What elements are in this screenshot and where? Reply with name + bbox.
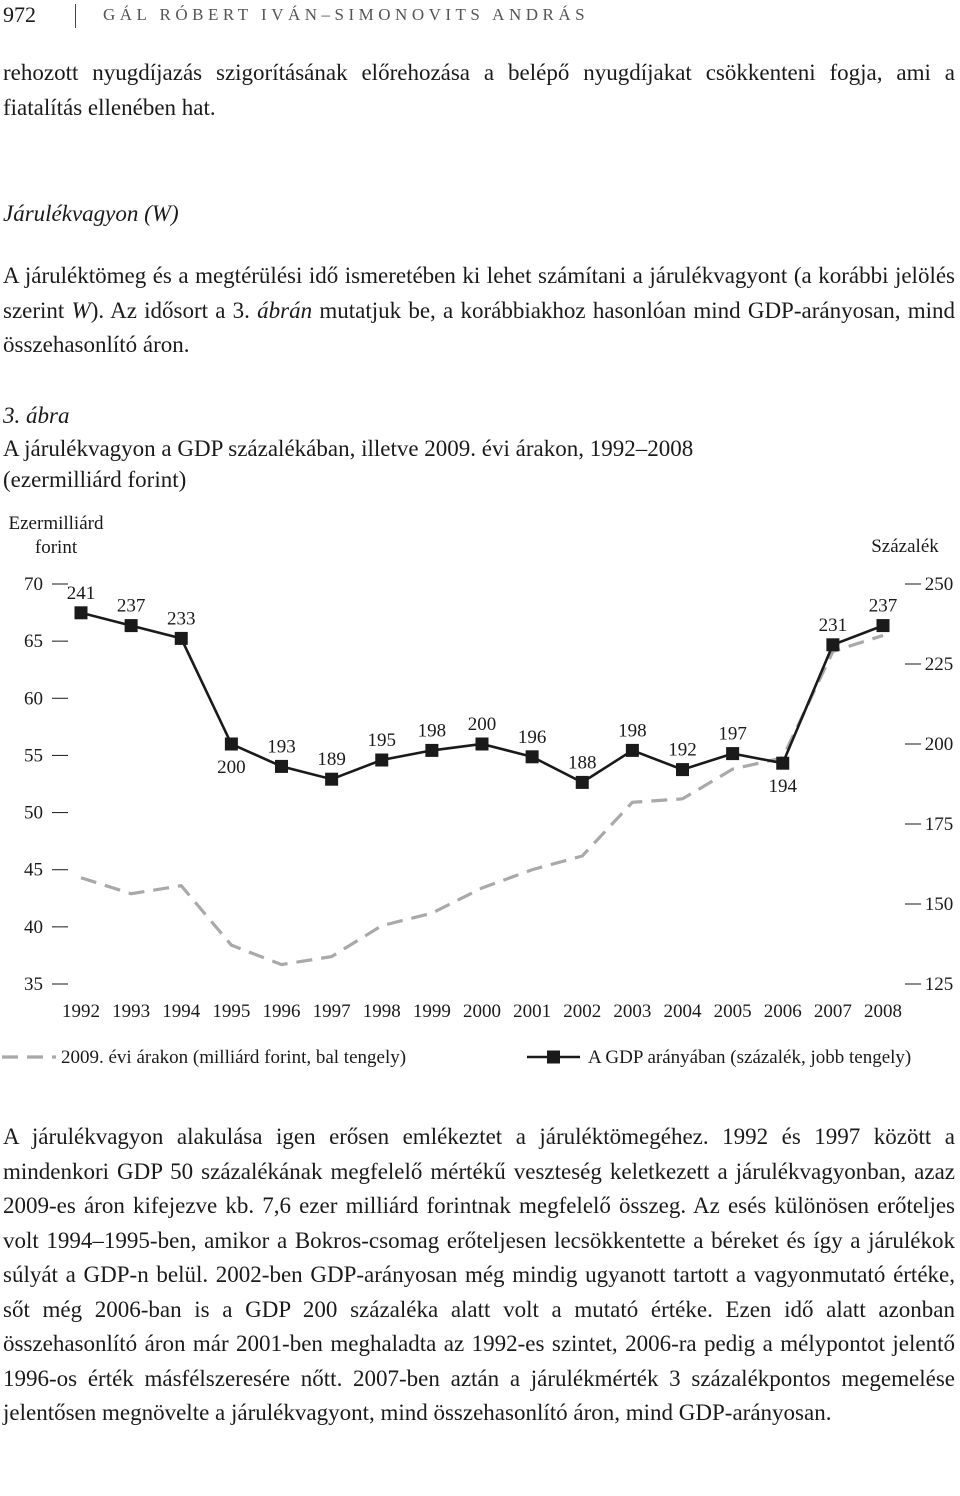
data-label: 193 (267, 736, 296, 757)
marker (475, 737, 489, 751)
y-tick-label: 35 (24, 974, 43, 995)
x-tick-label: 2001 (513, 1001, 551, 1022)
figure-caption: A járulékvagyon a GDP százalékában, ille… (3, 436, 694, 461)
marker (776, 756, 790, 770)
text: W (71, 297, 91, 323)
paragraph: rehozott nyugdíjazás szigorításának előr… (3, 60, 955, 120)
x-tick-label: 2003 (613, 1001, 651, 1022)
y-tick-label: 50 (24, 803, 43, 824)
x-tick-label: 2006 (764, 1001, 802, 1022)
x-tick-label: 1992 (62, 1001, 100, 1022)
x-tick-label: 2000 (463, 1001, 501, 1022)
y-tick-label: 45 (24, 860, 43, 881)
y-axis-title: Ezermilliárd forint (8, 513, 104, 558)
data-label: 200 (217, 757, 246, 778)
header: 972 GÁL RÓBERT IVÁN–SIMONOVITS ANDRÁS (3, 2, 585, 28)
x-tick-label: 2007 (814, 1001, 852, 1022)
data-label: 198 (618, 720, 647, 741)
x-tick-label: 2005 (714, 1001, 752, 1022)
x-tick-label: 1994 (162, 1001, 201, 1022)
y2-tick-label: 250 (925, 574, 954, 595)
marker (726, 747, 740, 761)
figure-label: 3. ábra (3, 403, 70, 428)
x-tick-label: 1997 (313, 1001, 351, 1022)
data-label: 200 (468, 714, 497, 735)
data-label: 194 (769, 776, 798, 797)
marker (525, 750, 539, 764)
paragraph: A járulékvagyon alakulása igen erősen em… (3, 1124, 955, 1425)
y-tick-label: 40 (24, 917, 43, 938)
plot: 35 40 45 50 55 60 65 70 125 150 175 200 225 250 1992 19… (2, 574, 953, 1068)
data-label: 195 (368, 730, 397, 751)
data-label: 237 (117, 596, 146, 617)
y-tick-label: 60 (24, 688, 43, 709)
series-line (80, 633, 884, 967)
data-label: 192 (668, 740, 697, 761)
marker (826, 638, 840, 652)
text: A járuléktömeg és a megtérülési idő isme… (3, 263, 955, 323)
x-tick-label: 2002 (563, 1001, 601, 1022)
data-label: 231 (819, 615, 848, 636)
x-tick-label: 1999 (413, 1001, 451, 1022)
marker (224, 737, 238, 751)
x-tick-label: 1998 (363, 1001, 401, 1022)
header-separator (75, 4, 76, 28)
y2-tick-label: 175 (925, 814, 954, 835)
data-label: 198 (418, 720, 447, 741)
marker (575, 775, 589, 789)
marker (74, 606, 88, 620)
y2-tick-label: 150 (925, 894, 954, 915)
data-label: 237 (869, 596, 898, 617)
page-number: 972 (3, 2, 36, 27)
text: ). Az idősort a 3. (90, 297, 258, 323)
x-tick-label: 2004 (664, 1001, 703, 1022)
x-tick-label: 2008 (864, 1001, 902, 1022)
section-title: Járulékvagyon (W) (3, 201, 179, 226)
y2-tick-label: 225 (925, 654, 954, 675)
y2-tick-label: 200 (925, 734, 954, 755)
marker (124, 619, 138, 633)
data-label: 233 (167, 608, 196, 629)
legend-label: A GDP arányában (százalék, jobb tengely) (588, 1047, 911, 1068)
series-line (80, 611, 884, 784)
figure-caption: (ezermilliárd forint) (3, 467, 187, 492)
text: ábrán (257, 297, 313, 323)
marker (876, 619, 890, 633)
marker (676, 763, 689, 777)
data-label: 197 (718, 724, 747, 745)
x-tick-label: 1995 (212, 1001, 250, 1022)
paragraph: A járuléktömeg és a megtérülési idő isme… (3, 259, 955, 363)
data-label: 189 (317, 749, 346, 770)
marker (625, 743, 639, 757)
marker (375, 753, 389, 767)
x-tick-label: 1996 (263, 1001, 301, 1022)
data-label: 196 (518, 727, 547, 748)
marker (425, 743, 439, 757)
running-head: GÁL RÓBERT IVÁN–SIMONOVITS ANDRÁS (103, 5, 590, 24)
y2-tick-label: 125 (925, 974, 954, 995)
y2-axis-title: Százalék (871, 536, 939, 557)
marker (275, 759, 288, 773)
data-label: 241 (67, 583, 96, 604)
legend-label: 2009. évi árakon (milliárd forint, bal t… (61, 1047, 406, 1068)
x-tick-label: 1993 (112, 1001, 150, 1022)
y-tick-label: 70 (24, 574, 43, 595)
y-tick-label: 55 (24, 745, 43, 766)
data-label: 188 (568, 752, 597, 773)
text: mutatjuk be, a korábbiakhoz hasonlóan mi… (3, 297, 955, 358)
marker (325, 772, 339, 786)
y-tick-label: 65 (24, 631, 43, 652)
marker (174, 631, 188, 645)
legend-swatch (547, 1050, 560, 1064)
chart: 35 40 45 50 55 60 65 70 125 150 175 200 225 250 1992 19… (2, 574, 953, 1068)
